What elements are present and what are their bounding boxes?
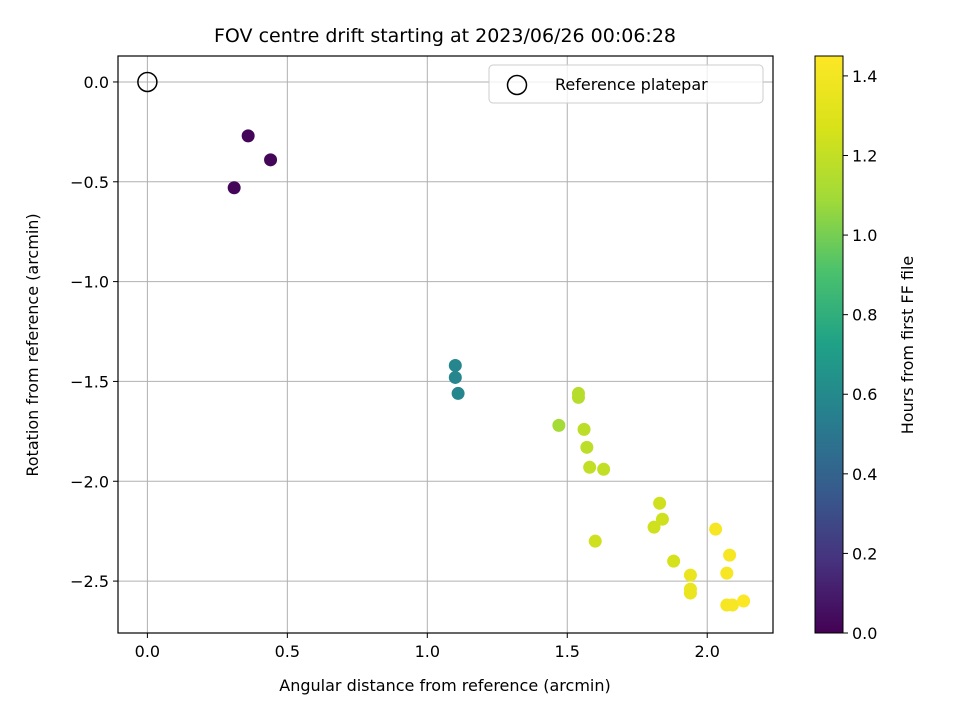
colorbar-tick-label: 0.2 — [852, 544, 877, 563]
scatter-point — [588, 534, 602, 548]
legend-box — [488, 64, 764, 104]
colorbar-tick-label: 0.4 — [852, 465, 877, 484]
scatter-point — [227, 181, 241, 195]
colorbar-ticks: 0.0 0.2 0.4 0.6 0.8 1.0 1.2 1.4 — [843, 67, 877, 643]
scatter-point — [683, 586, 697, 600]
scatter-point — [577, 422, 591, 436]
scatter-point — [655, 512, 669, 526]
x-tick-label: 2.0 — [694, 642, 719, 661]
scatter-point — [737, 594, 751, 608]
data-points — [227, 129, 751, 612]
scatter-point — [241, 129, 255, 143]
y-axis-title: Rotation from reference (arcmin) — [23, 213, 42, 476]
y-tick-label: −2.0 — [70, 472, 109, 491]
colorbar-label: Hours from first FF file — [898, 256, 917, 435]
colorbar-tick-label: 0.6 — [852, 385, 877, 404]
x-axis-ticks: 0.0 0.5 1.0 1.5 2.0 — [135, 633, 720, 661]
legend-entry-reference-platepar: Reference platepar — [555, 75, 708, 94]
scatter-point — [667, 554, 681, 568]
scatter-point — [583, 460, 597, 474]
scatter-point — [448, 370, 462, 384]
scatter-point — [647, 520, 661, 534]
scatter-point — [709, 522, 723, 536]
y-tick-label: −1.0 — [70, 273, 109, 292]
x-tick-label: 0.0 — [135, 642, 160, 661]
scatter-point — [571, 390, 585, 404]
scatter-point — [720, 566, 734, 580]
plot-area: 0.0 0.5 1.0 1.5 2.0 0.0 −0.5 −1.0 −1.5 −2.0 −2.5 — [70, 55, 774, 661]
x-tick-label: 1.0 — [415, 642, 440, 661]
y-tick-label: 0.0 — [84, 73, 109, 92]
scatter-point — [653, 496, 667, 510]
y-tick-label: −0.5 — [70, 173, 109, 192]
colorbar-tick-label: 1.2 — [852, 146, 877, 165]
scatter-point — [683, 568, 697, 582]
scatter-point — [723, 548, 737, 562]
scatter-point — [264, 153, 278, 167]
x-axis-title: Angular distance from reference (arcmin) — [279, 676, 610, 695]
scatter-point — [597, 462, 611, 476]
colorbar-tick-label: 0.8 — [852, 306, 877, 325]
colorbar-tick-label: 0.0 — [852, 624, 877, 643]
y-tick-label: −1.5 — [70, 372, 109, 391]
x-tick-label: 1.5 — [555, 642, 580, 661]
colorbar-tick-label: 1.4 — [852, 67, 877, 86]
reference-layer — [137, 71, 158, 93]
grid-lines — [118, 56, 773, 633]
x-tick-label: 0.5 — [275, 642, 300, 661]
scatter-point — [448, 358, 462, 372]
legend: Reference platepar — [488, 64, 764, 104]
scatter-point — [580, 440, 594, 454]
chart-title: FOV centre drift starting at 2023/06/26 … — [214, 25, 676, 47]
scatter-point — [552, 418, 566, 432]
colorbar-tick-label: 1.0 — [852, 226, 877, 245]
colorbar: 0.0 0.2 0.4 0.6 0.8 1.0 1.2 1.4 Hours from firs… — [814, 55, 917, 643]
y-tick-label: −2.5 — [70, 572, 109, 591]
y-axis-ticks: 0.0 −0.5 −1.0 −1.5 −2.0 −2.5 — [70, 73, 118, 591]
reference-platepar-point — [137, 71, 158, 93]
plot-background — [118, 56, 773, 633]
scatter-point — [451, 386, 465, 400]
legend-marker-open-circle — [506, 74, 528, 96]
scatter-point — [725, 598, 739, 612]
plot-frame — [117, 55, 774, 634]
colorbar-gradient — [814, 55, 844, 634]
